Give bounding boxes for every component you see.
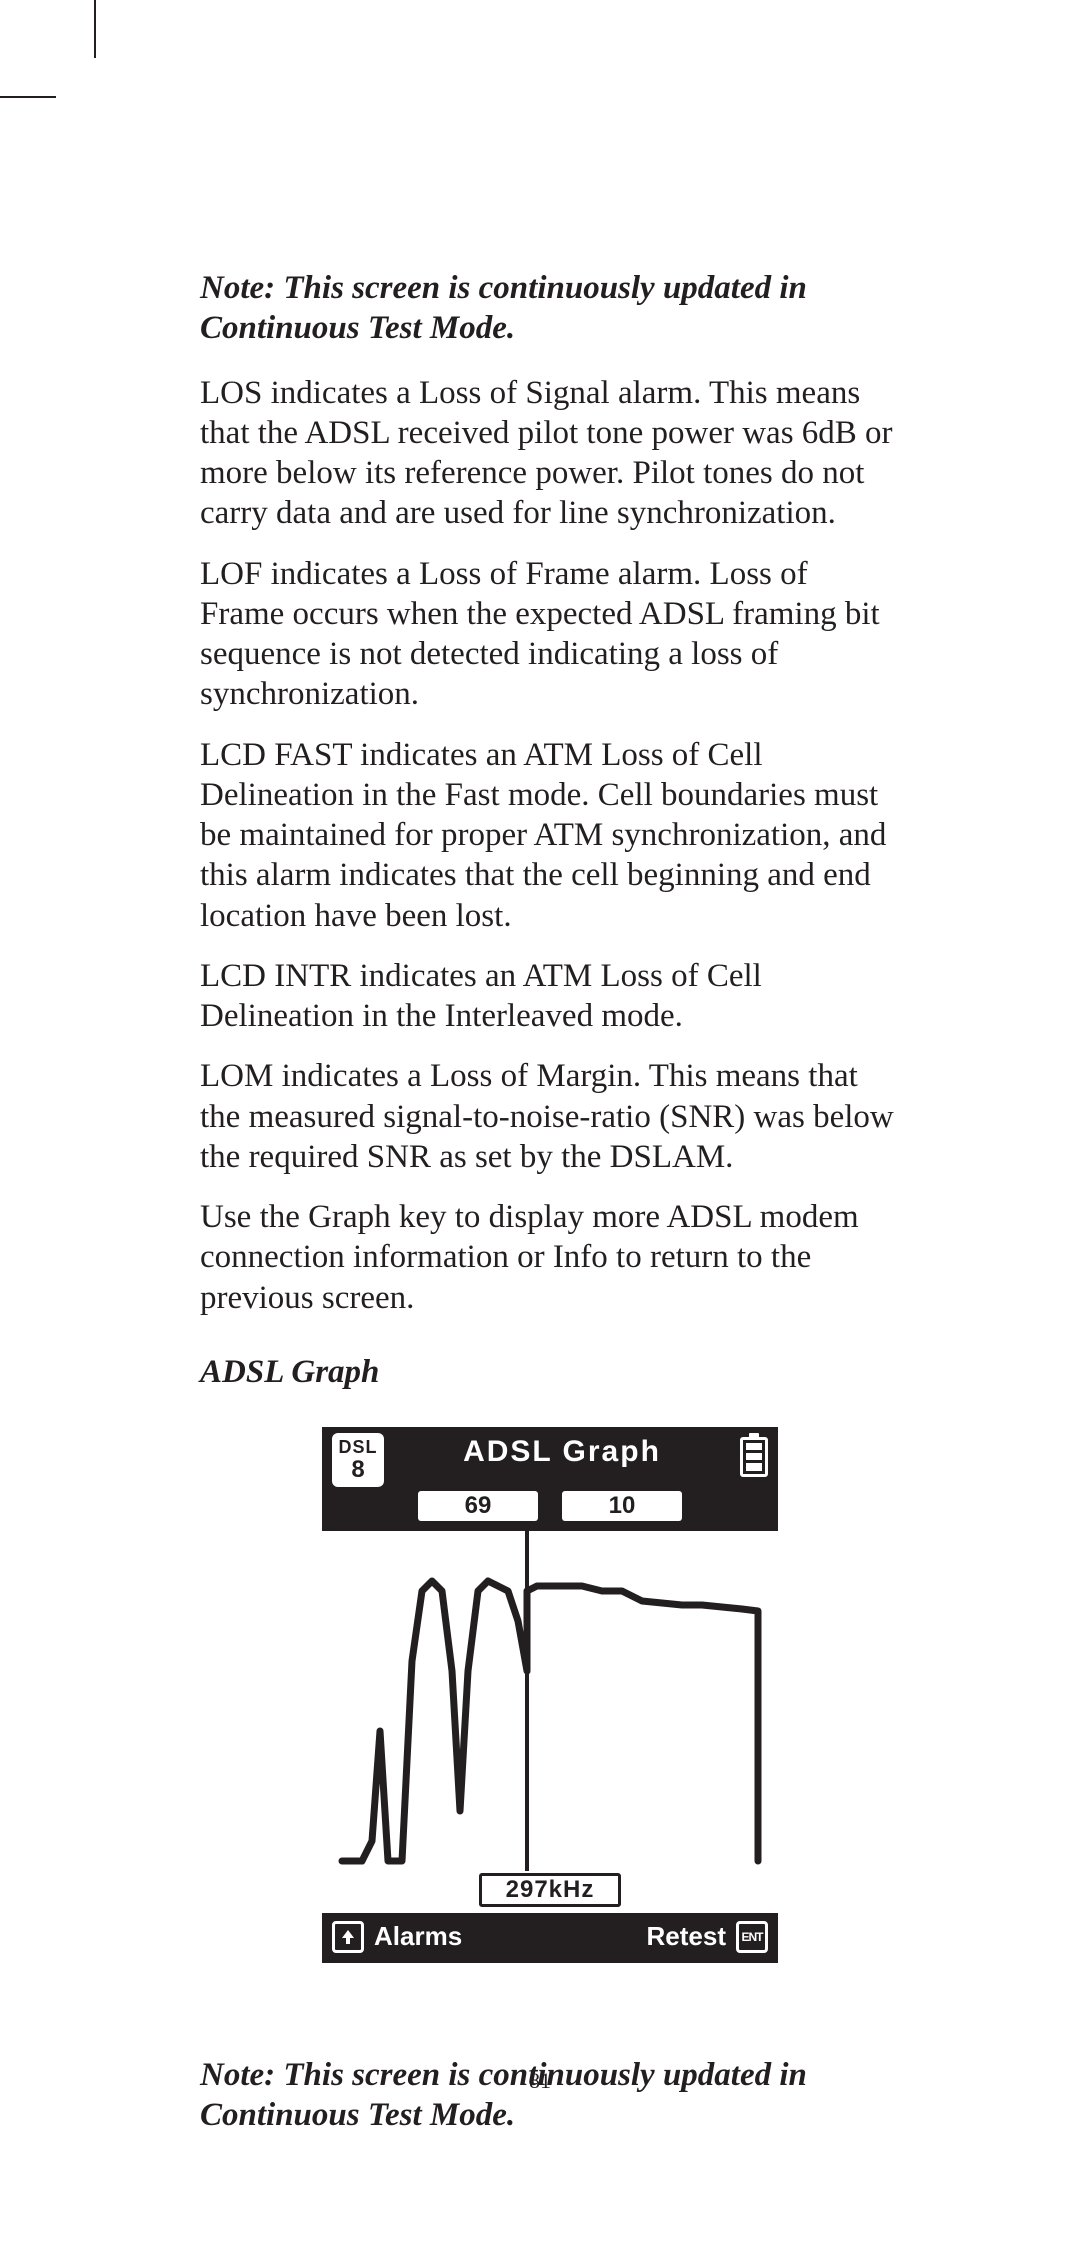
dsl-label: DSL [339, 1438, 378, 1456]
chart-svg [322, 1531, 778, 1871]
lcd-figure: DSL 8 ADSL Graph 69 10 [200, 1427, 900, 1963]
heading-adsl-graph: ADSL Graph [200, 1354, 900, 1391]
note-bottom: Note: This screen is continuously update… [200, 2055, 900, 2136]
para-lom: LOM indicates a Loss of Margin. This mea… [200, 1056, 900, 1177]
lcd-title: ADSL Graph [384, 1433, 740, 1469]
chart-area [322, 1531, 778, 1871]
crop-mark-horizontal [0, 96, 56, 98]
crop-mark-vertical [94, 0, 96, 58]
page-number: 81 [0, 2068, 1080, 2094]
para-lof: LOF indicates a Loss of Frame alarm. Los… [200, 554, 900, 715]
para-los: LOS indicates a Loss of Signal alarm. Th… [200, 373, 900, 534]
para-graph-key: Use the Graph key to display more ADSL m… [200, 1197, 900, 1318]
page-content: Note: This screen is continuously update… [200, 268, 900, 2159]
value-right: 10 [562, 1491, 682, 1521]
battery-icon [740, 1437, 768, 1477]
chart-trace [342, 1581, 758, 1861]
alarms-label: Alarms [374, 1921, 462, 1952]
value-row: 69 10 [332, 1491, 768, 1527]
frequency-row: 297kHz [322, 1871, 778, 1913]
ent-key-icon: ENT [736, 1921, 768, 1953]
frequency-box: 297kHz [479, 1873, 622, 1907]
lcd-screen: DSL 8 ADSL Graph 69 10 [322, 1427, 778, 1963]
retest-label: Retest [647, 1921, 726, 1952]
lcd-header: DSL 8 ADSL Graph 69 10 [322, 1427, 778, 1531]
para-lcd-fast: LCD FAST indicates an ATM Loss of Cell D… [200, 735, 900, 936]
dsl-number: 8 [351, 1458, 364, 1482]
note-top: Note: This screen is continuously update… [200, 268, 900, 349]
up-arrow-icon [332, 1921, 364, 1953]
dsl-badge: DSL 8 [332, 1433, 384, 1487]
para-lcd-intr: LCD INTR indicates an ATM Loss of Cell D… [200, 956, 900, 1037]
lcd-footer: Alarms Retest ENT [322, 1913, 778, 1963]
value-left: 69 [418, 1491, 538, 1521]
